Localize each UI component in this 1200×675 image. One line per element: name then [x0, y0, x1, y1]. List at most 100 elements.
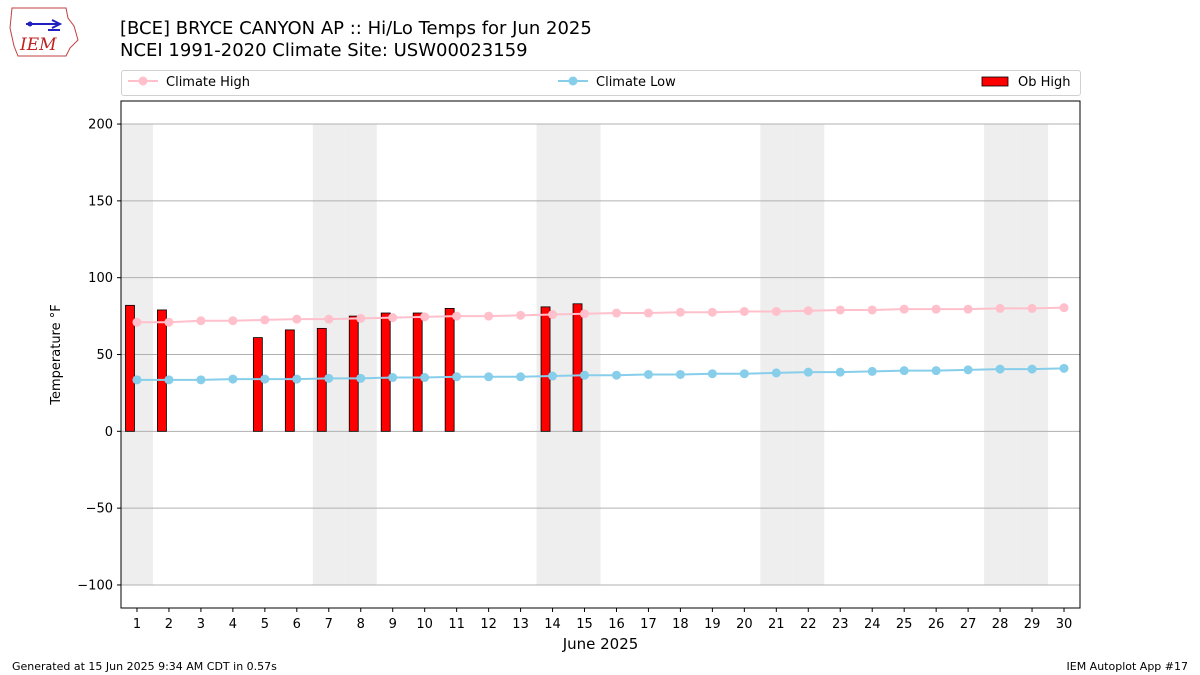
point-climate-low-day-3 — [196, 375, 206, 385]
bar-ob-high-day-11 — [444, 308, 455, 432]
x-tick-label-8: 8 — [357, 617, 365, 632]
point-climate-high-day-15 — [580, 309, 590, 319]
point-climate-low-day-18 — [675, 369, 685, 379]
point-climate-low-day-23 — [835, 367, 845, 377]
x-axis-label: June 2025 — [562, 635, 639, 653]
point-climate-high-day-27 — [963, 304, 973, 314]
footer-generated-text: Generated at 15 Jun 2025 9:34 AM CDT in … — [12, 660, 277, 673]
point-climate-low-day-30 — [1059, 363, 1069, 373]
x-tick-label-6: 6 — [293, 617, 301, 632]
point-climate-high-day-1 — [132, 317, 142, 327]
legend-marker-ob-high — [981, 76, 1009, 87]
point-climate-high-day-7 — [324, 314, 334, 324]
x-tick-label-13: 13 — [512, 617, 529, 632]
point-climate-low-day-28 — [995, 364, 1005, 374]
bar-ob-high-day-5 — [252, 337, 263, 432]
x-tick-label-14: 14 — [544, 617, 561, 632]
point-climate-low-day-17 — [643, 369, 653, 379]
y-tick-label-50: 50 — [96, 348, 113, 363]
bar-ob-high-day-8 — [348, 315, 359, 432]
point-climate-high-day-18 — [675, 307, 685, 317]
point-climate-high-day-11 — [452, 311, 462, 321]
point-climate-high-day-29 — [1027, 303, 1037, 313]
y-tick-label--50: −50 — [86, 502, 113, 517]
legend-label-climate-low: Climate Low — [596, 75, 676, 90]
point-climate-high-day-2 — [164, 317, 174, 327]
point-climate-high-day-20 — [739, 306, 749, 316]
point-climate-low-day-2 — [164, 375, 174, 385]
point-climate-low-day-13 — [516, 372, 526, 382]
x-tick-label-24: 24 — [864, 617, 881, 632]
point-climate-low-day-1 — [132, 375, 142, 385]
x-tick-label-3: 3 — [197, 617, 205, 632]
point-climate-high-day-13 — [516, 310, 526, 320]
point-climate-high-day-16 — [611, 308, 621, 318]
point-climate-low-day-11 — [452, 372, 462, 382]
point-climate-high-day-19 — [707, 307, 717, 317]
point-climate-high-day-23 — [835, 305, 845, 315]
point-climate-low-day-4 — [228, 374, 238, 384]
y-tick-label-150: 150 — [88, 194, 113, 209]
x-tick-label-22: 22 — [800, 617, 817, 632]
bar-ob-high-day-10 — [412, 312, 423, 432]
x-tick-label-9: 9 — [389, 617, 397, 632]
y-tick-label-0: 0 — [105, 425, 113, 440]
legend-label-ob-high: Ob High — [1018, 75, 1071, 90]
x-tick-label-1: 1 — [133, 617, 141, 632]
point-climate-high-day-17 — [643, 308, 653, 318]
x-tick-label-29: 29 — [1024, 617, 1041, 632]
logo-text: IEM — [19, 35, 57, 55]
point-climate-low-day-15 — [580, 370, 590, 380]
x-tick-label-11: 11 — [448, 617, 465, 632]
point-climate-low-day-6 — [292, 374, 302, 384]
x-tick-label-15: 15 — [576, 617, 593, 632]
point-climate-high-day-26 — [931, 304, 941, 314]
bar-ob-high-day-9 — [380, 312, 391, 432]
x-tick-label-5: 5 — [261, 617, 269, 632]
bar-ob-high-day-15 — [572, 303, 583, 432]
point-climate-low-day-21 — [771, 368, 781, 378]
y-tick-label-200: 200 — [88, 118, 113, 133]
point-climate-high-day-6 — [292, 314, 302, 324]
point-climate-low-day-19 — [707, 369, 717, 379]
x-tick-label-7: 7 — [325, 617, 333, 632]
point-climate-high-day-4 — [228, 316, 238, 326]
x-tick-label-27: 27 — [960, 617, 977, 632]
bar-ob-high-day-2 — [157, 309, 167, 432]
point-climate-low-day-9 — [388, 373, 398, 383]
x-tick-label-28: 28 — [992, 617, 1009, 632]
legend-marker-climate-low — [558, 76, 588, 86]
x-tick-label-23: 23 — [832, 617, 849, 632]
bar-ob-high-day-14 — [540, 306, 551, 432]
point-climate-low-day-27 — [963, 365, 973, 375]
point-climate-low-day-8 — [356, 373, 366, 383]
x-tick-label-30: 30 — [1056, 617, 1073, 632]
x-tick-label-10: 10 — [416, 617, 433, 632]
footer-app-text: IEM Autoplot App #17 — [1066, 660, 1189, 673]
point-climate-high-day-28 — [995, 303, 1005, 313]
y-axis-label: Temperature °F — [49, 304, 64, 405]
point-climate-high-day-12 — [484, 311, 494, 321]
point-climate-high-day-5 — [260, 315, 270, 325]
y-tick-label-100: 100 — [88, 271, 113, 286]
point-climate-high-day-3 — [196, 316, 206, 326]
point-climate-low-day-24 — [867, 366, 877, 376]
point-climate-high-day-10 — [420, 312, 430, 322]
point-climate-high-day-24 — [867, 305, 877, 315]
point-climate-low-day-14 — [548, 371, 558, 381]
x-tick-label-4: 4 — [229, 617, 237, 632]
point-climate-high-day-14 — [548, 310, 558, 320]
x-tick-label-25: 25 — [896, 617, 913, 632]
point-climate-low-day-29 — [1027, 364, 1037, 374]
chart-subtitle: NCEI 1991-2020 Climate Site: USW00023159 — [120, 40, 528, 61]
x-tick-label-20: 20 — [736, 617, 753, 632]
line-climate-high — [136, 306, 1065, 324]
x-tick-label-26: 26 — [928, 617, 945, 632]
point-climate-low-day-22 — [803, 367, 813, 377]
point-climate-low-day-16 — [611, 370, 621, 380]
point-climate-low-day-20 — [739, 369, 749, 379]
iem-logo: IEM — [9, 7, 79, 57]
point-climate-high-day-8 — [356, 313, 366, 323]
x-tick-label-17: 17 — [640, 617, 657, 632]
